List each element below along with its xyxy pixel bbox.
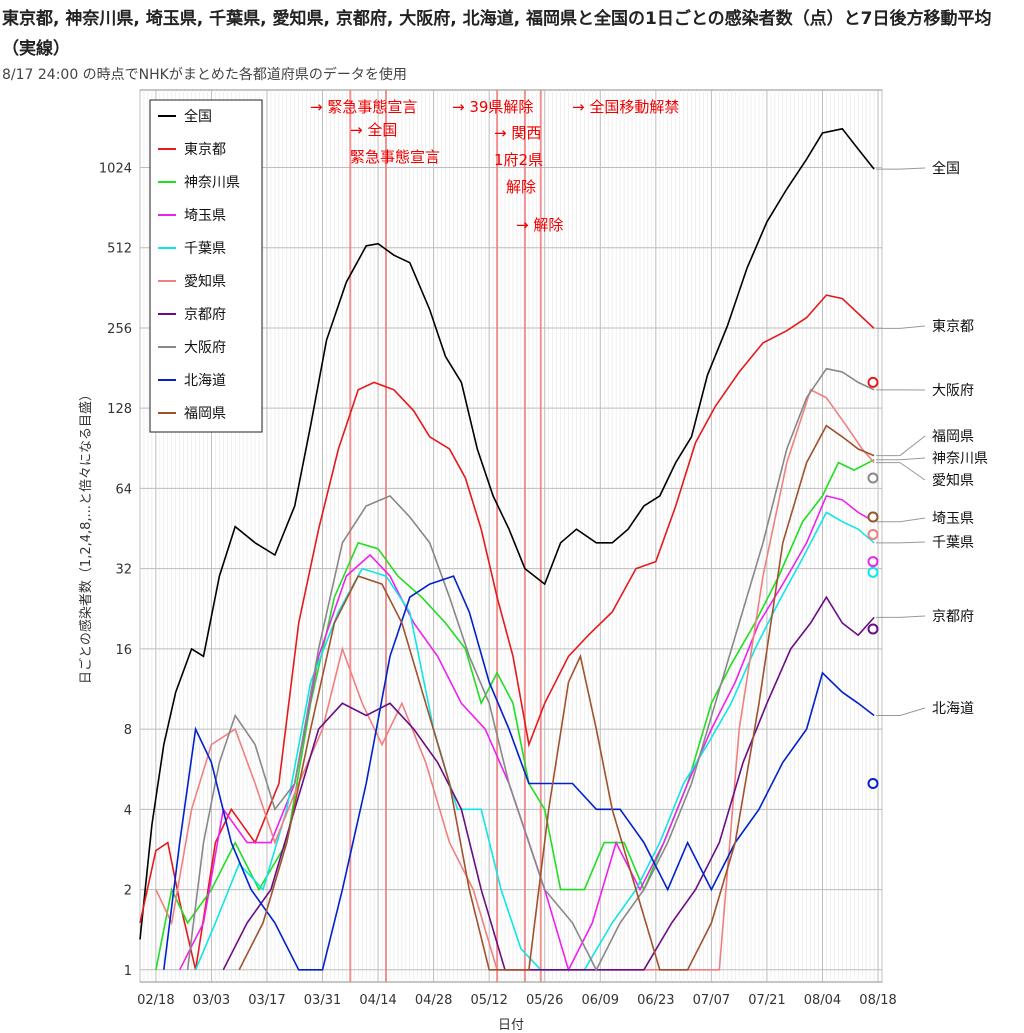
end-label-1: 東京都: [932, 319, 974, 335]
end-label-8: 北海道: [932, 701, 974, 717]
end-label-leader-5: [876, 462, 926, 481]
end-label-leader-1: [876, 325, 926, 329]
y-tick-label: 128: [107, 402, 132, 417]
x-axis-title: 日付: [498, 1018, 524, 1033]
end-label-leader-9: [876, 435, 926, 457]
annotation-5: → 関西: [494, 124, 541, 142]
legend-label-4: 千葉県: [184, 241, 226, 257]
end-label-leader-4: [876, 541, 926, 544]
annotation-2: → 全国移動解禁: [572, 98, 679, 116]
y-tick-label: 64: [115, 482, 132, 497]
y-tick-label: 16: [115, 643, 132, 658]
end-label-leader-8: [876, 707, 926, 716]
legend-label-3: 埼玉県: [184, 208, 226, 224]
x-tick-label: 07/07: [693, 993, 730, 1008]
latest-point-4: [867, 528, 879, 540]
x-tick-label: 03/31: [304, 993, 341, 1008]
annotation-0: → 緊急事態宣言: [310, 98, 417, 116]
series-line-5: [155, 388, 875, 971]
x-tick-label: 04/14: [359, 993, 396, 1008]
y-tick-label: 2: [124, 884, 132, 899]
chart-title: 東京都, 神奈川県, 埼玉県, 千葉県, 愛知県, 京都府, 大阪府, 北海道,…: [2, 9, 992, 59]
y-tick-label: 8: [124, 723, 132, 738]
x-tick-label: 06/09: [582, 993, 619, 1008]
legend-box: [149, 99, 263, 433]
x-tick-label: 06/23: [637, 993, 674, 1008]
end-label-4: 千葉県: [932, 535, 974, 551]
end-label-leader-6: [876, 615, 926, 618]
latest-point-1: [867, 472, 879, 484]
legend-label-9: 福岡県: [184, 406, 226, 422]
legend-label-7: 大阪府: [184, 340, 226, 356]
x-tick-label: 04/28: [415, 993, 452, 1008]
latest-point-3: [867, 511, 879, 523]
end-label-leader-0: [876, 167, 926, 170]
y-tick-label: 256: [107, 322, 132, 337]
series-line-9: [238, 424, 875, 971]
annotation-8: → 解除: [516, 216, 563, 234]
chart-subtitle: 8/17 24:00 の時点でNHKがまとめた各都道府県のデータを使用: [2, 67, 407, 83]
annotation-6: 1府2県: [494, 151, 543, 169]
series-line-0: [139, 127, 875, 940]
end-label-0: 全国: [932, 160, 960, 177]
x-tick-label: 05/26: [526, 993, 563, 1008]
x-tick-label: 03/17: [248, 993, 285, 1008]
y-tick-label: 32: [115, 563, 132, 578]
x-tick-label: 07/21: [748, 993, 785, 1008]
legend-label-6: 京都府: [184, 307, 226, 323]
y-tick-label: 1024: [99, 161, 132, 176]
legend-label-2: 神奈川県: [184, 175, 240, 191]
x-tick-label: 08/18: [859, 993, 896, 1008]
end-label-5: 愛知県: [932, 472, 974, 489]
annotation-3: → 全国: [350, 121, 397, 139]
y-axis-title: 日ごとの感染者数（1,2,4,8,...と倍々になる目盛）: [78, 388, 94, 684]
x-tick-label: 03/03: [193, 993, 230, 1008]
end-label-leader-2: [876, 457, 926, 461]
annotation-7: 解除: [506, 178, 536, 196]
latest-point-7: [867, 623, 879, 635]
y-tick-label: 1: [124, 964, 132, 979]
legend-label-5: 愛知県: [184, 273, 226, 290]
end-label-7: 大阪府: [932, 383, 974, 399]
annotation-1: → 39県解除: [452, 98, 533, 116]
latest-point-8: [867, 778, 879, 790]
legend-label-8: 北海道: [184, 373, 226, 389]
latest-point-0: [867, 376, 879, 388]
legend-label-0: 全国: [184, 108, 212, 125]
x-tick-label: 02/18: [137, 993, 174, 1008]
y-tick-label: 512: [107, 242, 132, 257]
latest-point-5: [867, 556, 879, 568]
end-label-2: 神奈川県: [932, 451, 988, 467]
x-tick-label: 08/04: [804, 993, 841, 1008]
series-line-7: [186, 367, 875, 972]
latest-point-6: [867, 566, 879, 578]
series-line-1: [139, 294, 875, 970]
end-label-9: 福岡県: [932, 429, 974, 445]
end-label-leader-3: [876, 517, 926, 523]
legend-label-1: 東京都: [184, 142, 226, 158]
annotation-4: 緊急事態宣言: [350, 148, 440, 166]
y-tick-label: 4: [124, 803, 132, 818]
end-label-3: 埼玉県: [932, 511, 974, 527]
x-tick-label: 05/12: [470, 993, 507, 1008]
end-label-6: 京都府: [932, 609, 974, 625]
